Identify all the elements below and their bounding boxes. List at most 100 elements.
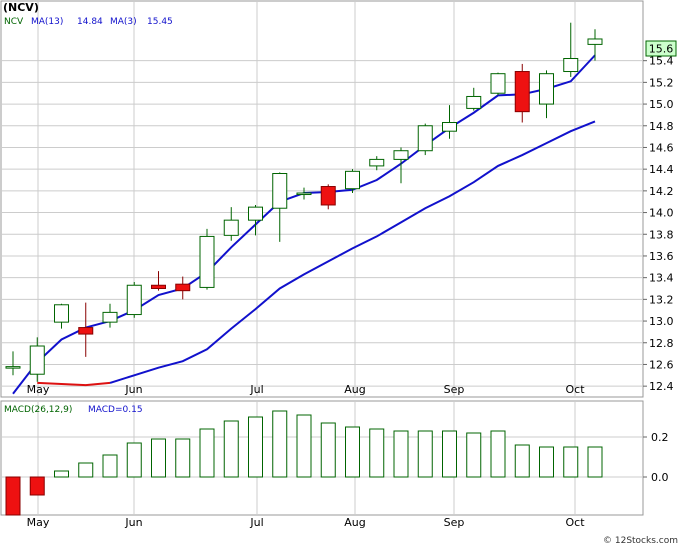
candle — [223, 207, 239, 241]
price-x-tick-label: Sep — [444, 383, 465, 396]
candle — [199, 228, 215, 290]
price-y-tick-label: 13.4 — [649, 272, 674, 285]
macd-bar — [442, 430, 457, 478]
macd-x-tick-label: May — [27, 516, 50, 529]
candle — [126, 281, 142, 318]
last-price-box — [645, 40, 677, 57]
macd-bar — [345, 426, 360, 478]
candle-body — [320, 186, 336, 206]
macd-bars — [5, 410, 603, 516]
candle — [587, 29, 603, 61]
macd-bar — [296, 414, 312, 478]
candle-body — [199, 235, 215, 288]
legend-ma13-label: MA(13) — [31, 17, 63, 27]
candle-body — [272, 173, 288, 209]
macd-x-tick-label: Jun — [124, 516, 142, 529]
watermark: © 12Stocks.com — [603, 536, 678, 546]
candle-body — [5, 366, 21, 369]
macd-x-tick-label: Oct — [565, 516, 585, 529]
macd-bar — [199, 428, 215, 478]
macd-bar — [490, 430, 506, 478]
price-y-tick-label: 13.2 — [649, 293, 674, 306]
candle-body — [248, 206, 263, 221]
price-y-tick-label: 15.2 — [649, 76, 674, 89]
candle — [442, 105, 457, 139]
macd-bar — [78, 462, 94, 478]
candle — [248, 204, 263, 236]
price-y-tick-label: 15.0 — [649, 98, 674, 111]
price-x-tick-label: Aug — [344, 383, 365, 396]
candle — [563, 22, 579, 77]
macd-bar — [29, 476, 45, 496]
price-y-tick-label: 15.4 — [649, 55, 674, 68]
candle-body — [442, 122, 457, 132]
price-y-tick-label: 14.4 — [649, 163, 674, 176]
price-y-tick-label: 14.8 — [649, 120, 674, 133]
macd-bar — [369, 428, 385, 478]
legend-ma13-value: 14.84 — [77, 17, 103, 27]
macd-bar — [5, 476, 21, 516]
candles — [5, 22, 603, 382]
candle — [417, 123, 433, 156]
price-x-axis: May Jun Jul Aug Sep Oct — [27, 383, 586, 396]
candle-body — [54, 304, 69, 323]
legend-ma3-label: MA(3) — [110, 17, 137, 27]
candle — [272, 172, 288, 242]
macd-bar — [151, 438, 166, 478]
candle-body — [223, 219, 239, 236]
macd-bar — [272, 410, 288, 478]
candle-body — [151, 284, 166, 290]
price-y-tick-label: 13.6 — [649, 250, 674, 263]
candle-body — [369, 158, 385, 167]
macd-bar — [223, 420, 239, 478]
macd-x-axis: May Jun Jul Aug Sep Oct — [27, 516, 586, 529]
macd-x-tick-label: Jul — [249, 516, 263, 529]
candle-body — [345, 170, 360, 190]
candle — [5, 351, 21, 376]
price-y-tick-label: 13.8 — [649, 228, 674, 241]
macd-bar — [175, 438, 191, 478]
candle — [393, 147, 409, 184]
macd-bar — [514, 444, 530, 478]
candle — [78, 302, 94, 357]
chart-title: (NCV) — [3, 1, 39, 14]
candle-body — [539, 73, 554, 105]
macd-x-tick-label: Sep — [444, 516, 465, 529]
macd-y-axis: 0.2 0.0 — [643, 431, 669, 484]
candle-body — [126, 284, 142, 316]
price-x-tick-label: Jul — [249, 383, 263, 396]
candle — [29, 337, 45, 382]
macd-bar — [417, 430, 433, 478]
candle — [175, 276, 191, 300]
candle — [345, 169, 360, 194]
macd-bar — [320, 422, 336, 478]
candle — [151, 271, 166, 291]
candle-body — [417, 125, 433, 152]
macd-bar — [393, 430, 409, 478]
candle — [369, 156, 385, 171]
macd-bar — [539, 446, 554, 478]
macd-legend-value: MACD=0.15 — [88, 405, 143, 415]
candle-body — [296, 192, 312, 196]
price-x-tick-label: Oct — [565, 383, 585, 396]
price-x-tick-label: Jun — [124, 383, 142, 396]
macd-y-tick-label: 0.0 — [651, 471, 669, 484]
candle-body — [78, 327, 94, 335]
macd-bar — [126, 442, 142, 478]
candle-body — [102, 311, 118, 323]
macd-bar — [54, 470, 69, 478]
candle — [54, 303, 69, 329]
price-y-tick-label: 12.8 — [649, 337, 674, 350]
macd-bar — [563, 446, 579, 478]
price-y-tick-label: 12.4 — [649, 380, 674, 393]
legend-ma3-value: 15.45 — [147, 17, 173, 27]
candle-body — [587, 38, 603, 45]
macd-panel: 0.20.0 May Jun Jul Aug Sep Oct MACD(26,12,9) … — [0, 400, 669, 529]
last-price-tag: 15.6 — [645, 40, 677, 57]
candle-body — [563, 58, 579, 73]
candle — [102, 303, 118, 328]
macd-bar — [248, 416, 263, 478]
last-price-label: 15.6 — [649, 43, 674, 56]
price-x-tick-label: May — [27, 383, 50, 396]
